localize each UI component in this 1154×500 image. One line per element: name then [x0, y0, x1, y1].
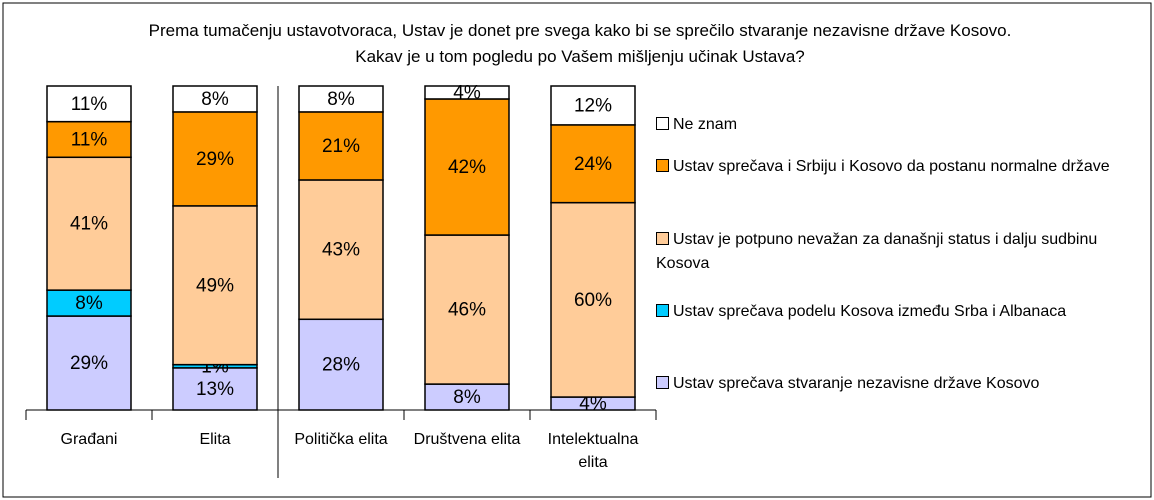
bar-segment [46, 289, 132, 317]
legend-entry: Ne znam [656, 113, 1144, 137]
legend-label: Ustav je potpuno nevažan za današnji sta… [656, 231, 1098, 272]
data-label: 43% [322, 240, 360, 261]
data-label: 21% [322, 136, 360, 157]
data-label: 42% [448, 157, 486, 178]
legend-swatch [656, 232, 669, 245]
data-label: 4% [579, 394, 607, 415]
data-label: 12% [574, 95, 612, 116]
bar-segment [424, 234, 510, 385]
bar-segment [424, 85, 510, 100]
bar-segment [550, 85, 636, 126]
legend-label: Ustav sprečava podelu Kosova između Srba… [673, 303, 1067, 320]
x-tick-label: Intelektualna elita [547, 431, 639, 471]
data-label: 29% [70, 353, 108, 374]
legend-entry: Ustav sprečava podelu Kosova između Srba… [656, 300, 1144, 324]
data-label: 4% [453, 82, 481, 103]
data-label: 11% [71, 94, 108, 115]
x-tick-label: Društvena elita [413, 431, 521, 448]
data-label: 13% [196, 379, 234, 400]
bar-segment [550, 124, 636, 204]
data-label: 8% [75, 293, 103, 314]
bar-segment [550, 201, 636, 398]
data-label: 8% [327, 89, 355, 110]
legend-label: Ustav sprečava stvaranje nezavisne držav… [673, 375, 1040, 392]
bar-segment [424, 383, 510, 411]
x-tick-label: Politička elita [294, 431, 388, 448]
bar-segment [298, 85, 384, 113]
legend-label: Ne znam [673, 116, 738, 133]
bar-segment [298, 111, 384, 181]
bar-segment [46, 315, 132, 411]
bar-segment [298, 179, 384, 321]
legend-swatch [656, 376, 669, 389]
data-label: 49% [196, 275, 234, 296]
legend-entry: Ustav sprečava i Srbiju i Kosovo da post… [656, 155, 1144, 179]
legend-entry: Ustav je potpuno nevažan za današnji sta… [656, 228, 1144, 276]
bar-segment [46, 156, 132, 291]
data-label: 29% [196, 149, 234, 170]
bar-segment [172, 85, 258, 113]
data-label: 41% [70, 214, 108, 235]
legend-label: Ustav sprečava i Srbiju i Kosovo da post… [673, 158, 1110, 175]
bar-segment [46, 120, 132, 159]
data-label: 60% [574, 290, 612, 311]
bar-segment [46, 85, 132, 123]
bar-segment [424, 98, 510, 236]
bar-segment [172, 367, 258, 411]
bar-segment [172, 111, 258, 207]
bar-segment [298, 318, 384, 411]
data-label: 11% [71, 129, 108, 150]
x-tick-label: Građani [60, 431, 118, 448]
chart-title: Prema tumačenju ustavotvoraca, Ustav je … [148, 21, 1012, 66]
data-label: 28% [322, 355, 360, 376]
data-label: 8% [453, 387, 481, 408]
data-label: 46% [448, 300, 486, 321]
legend-swatch [656, 304, 669, 317]
x-tick-label: Elita [199, 431, 231, 448]
legend-entry: Ustav sprečava stvaranje nezavisne držav… [656, 372, 1144, 396]
legend-swatch [656, 159, 669, 172]
bar-segment [172, 205, 258, 366]
legend-swatch [656, 117, 669, 130]
data-label: 24% [574, 154, 612, 175]
data-label: 8% [201, 89, 229, 110]
